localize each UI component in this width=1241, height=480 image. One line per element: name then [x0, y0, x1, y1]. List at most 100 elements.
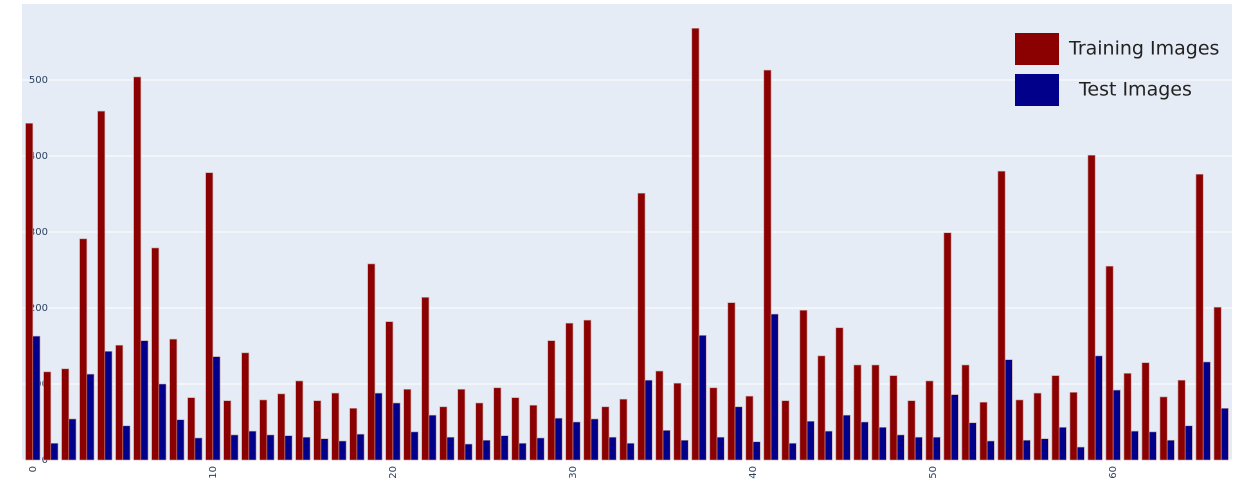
bar: [25, 123, 34, 461]
bar: [158, 383, 167, 461]
bar: [446, 436, 455, 461]
bar: [716, 436, 725, 461]
bar: [176, 419, 185, 461]
bar: [698, 335, 707, 461]
bar: [529, 404, 538, 461]
bar: [1148, 431, 1157, 461]
bar: [961, 364, 970, 461]
bar: [824, 430, 833, 461]
bar: [349, 408, 358, 461]
bar: [151, 247, 160, 461]
bar: [1069, 392, 1078, 461]
bar: [1112, 389, 1121, 461]
bar: [932, 436, 941, 461]
bar: [97, 110, 106, 461]
bar: [608, 436, 617, 461]
bar: [104, 351, 113, 461]
bar: [565, 322, 574, 461]
bar: [493, 387, 502, 461]
bar: [734, 406, 743, 461]
bar: [284, 435, 293, 461]
bar: [140, 340, 149, 461]
bar: [1087, 154, 1096, 461]
bar: [752, 441, 761, 461]
bar: [583, 319, 592, 461]
bar: [835, 327, 844, 461]
y-tick-label: 0: [42, 455, 48, 466]
bar: [1213, 306, 1222, 461]
bar: [277, 393, 286, 461]
bar: [1051, 375, 1060, 461]
bar: [230, 434, 239, 461]
bar: [403, 389, 412, 461]
bar: [1166, 439, 1175, 461]
bar: [986, 440, 995, 461]
bar: [259, 399, 268, 461]
bar: [896, 434, 905, 461]
bar: [367, 263, 376, 461]
bar: [320, 438, 329, 461]
bar: [1058, 427, 1067, 461]
bar: [572, 421, 581, 461]
bar: [241, 352, 250, 461]
bar: [475, 402, 484, 461]
bar: [331, 392, 340, 461]
bar: [223, 400, 232, 461]
bar: [799, 309, 808, 461]
bar: [637, 192, 646, 461]
bar: [536, 437, 545, 461]
bar: [644, 379, 653, 461]
bar: [554, 417, 563, 461]
bar: [1105, 265, 1114, 461]
bar: [626, 442, 635, 461]
bar: [1040, 438, 1049, 461]
bar: [295, 380, 304, 461]
bar: [248, 430, 257, 461]
bar: [194, 437, 203, 461]
bar: [943, 232, 952, 461]
bar: [860, 421, 869, 461]
x-tick-label: 30: [568, 466, 579, 479]
bar: [212, 356, 221, 461]
bar: [655, 370, 664, 461]
bar: [1004, 359, 1013, 461]
bar: [1159, 396, 1168, 461]
bar: [601, 406, 610, 461]
bar: [673, 382, 682, 461]
y-tick-label: 500: [29, 75, 48, 86]
bar: [205, 172, 214, 461]
bar: [338, 440, 347, 461]
bar: [50, 442, 59, 461]
bar: [356, 433, 365, 461]
bar: [1220, 408, 1229, 461]
x-tick-label: 20: [388, 466, 399, 479]
legend-swatch: [1015, 74, 1059, 106]
bar: [590, 418, 599, 461]
bar: [1177, 379, 1186, 461]
bar: [266, 434, 275, 461]
x-tick-label: 40: [748, 466, 759, 479]
bar: [745, 395, 754, 461]
x-tick-label: 10: [208, 466, 219, 479]
bar: [547, 340, 556, 461]
bar: [133, 76, 142, 461]
bar: [313, 400, 322, 461]
bar: [907, 400, 916, 461]
bar: [914, 436, 923, 461]
bar: [518, 442, 527, 461]
bar: [817, 355, 826, 461]
bar: [1202, 361, 1211, 461]
bar: [1022, 439, 1031, 461]
bar: [619, 398, 628, 461]
bar: [464, 443, 473, 461]
bar: [169, 338, 178, 461]
bar: [871, 364, 880, 461]
x-tick-label: 60: [1108, 466, 1119, 479]
bar: [1015, 399, 1024, 461]
bar: [925, 380, 934, 461]
bar: [1033, 392, 1042, 461]
bar: [997, 170, 1006, 461]
bar: [421, 297, 430, 461]
bar: [1130, 430, 1139, 461]
bar: [1141, 362, 1150, 461]
